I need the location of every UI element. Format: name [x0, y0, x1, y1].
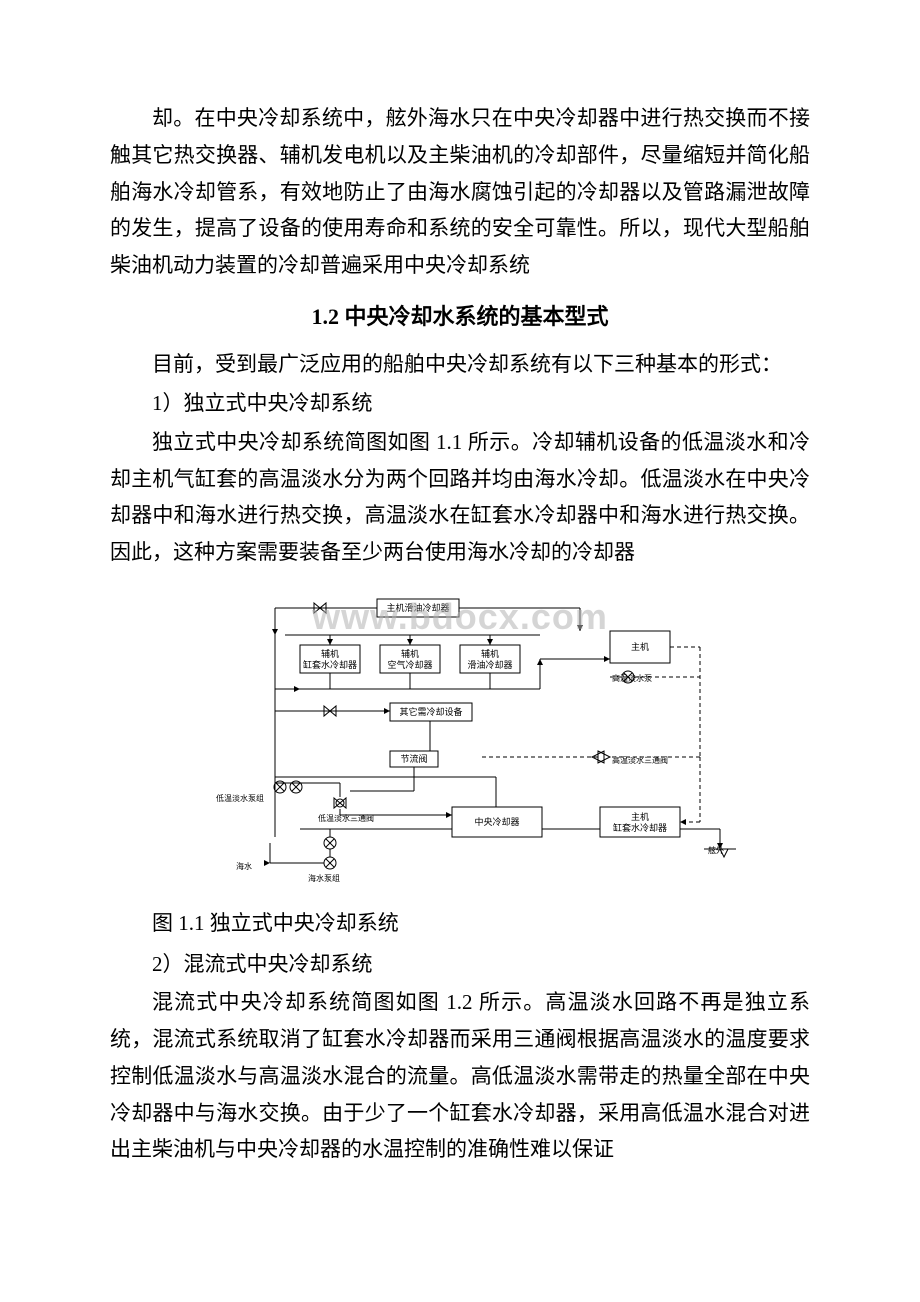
- svg-text:舷外: 舷外: [708, 845, 724, 855]
- paragraph-independent: 独立式中央冷却系统简图如图 1.1 所示。冷却辅机设备的低温淡水和冷却主机气缸套…: [110, 424, 810, 571]
- figure-caption-1-1: 图 1.1 独立式中央冷却系统: [110, 905, 810, 942]
- svg-text:辅机: 辅机: [321, 648, 339, 659]
- figure-1-1: www.bdocx.com 主机滑油冷却器辅机缸套水冷却器辅机空气冷却器辅机滑油…: [180, 591, 740, 891]
- diagram-independent-cooling: 主机滑油冷却器辅机缸套水冷却器辅机空气冷却器辅机滑油冷却器主机其它需冷却设备节流…: [180, 591, 740, 891]
- svg-text:主机: 主机: [631, 641, 649, 652]
- svg-text:中央冷却器: 中央冷却器: [474, 816, 519, 827]
- svg-text:主机滑油冷却器: 主机滑油冷却器: [386, 602, 449, 613]
- svg-text:主机: 主机: [631, 811, 649, 822]
- svg-text:辅机: 辅机: [401, 648, 419, 659]
- svg-text:其它需冷却设备: 其它需冷却设备: [399, 706, 462, 717]
- svg-text:滑油冷却器: 滑油冷却器: [467, 659, 512, 670]
- svg-text:海水: 海水: [236, 861, 252, 871]
- svg-text:缸套水冷却器: 缸套水冷却器: [613, 822, 667, 833]
- svg-text:低温淡水三通阀: 低温淡水三通阀: [318, 813, 374, 823]
- svg-text:低温淡水泵组: 低温淡水泵组: [216, 793, 264, 803]
- list-item-1: 1）独立式中央冷却系统: [110, 385, 810, 422]
- list-item-2: 2）混流式中央冷却系统: [110, 946, 810, 983]
- svg-text:海水泵组: 海水泵组: [308, 873, 340, 883]
- paragraph-forms-intro: 目前，受到最广泛应用的船舶中央冷却系统有以下三种基本的形式：: [110, 346, 810, 383]
- paragraph-intro: 却。在中央冷却系统中，舷外海水只在中央冷却器中进行热交换而不接触其它热交换器、辅…: [110, 100, 810, 284]
- svg-text:高温淡水三通阀: 高温淡水三通阀: [612, 755, 668, 765]
- svg-text:辅机: 辅机: [481, 648, 499, 659]
- svg-text:节流阀: 节流阀: [400, 753, 427, 764]
- svg-text:空气冷却器: 空气冷却器: [387, 659, 432, 670]
- svg-text:高温淡水泵: 高温淡水泵: [612, 673, 652, 683]
- paragraph-mixed-flow: 混流式中央冷却系统简图如图 1.2 所示。高温淡水回路不再是独立系统，混流式系统…: [110, 984, 810, 1168]
- svg-text:缸套水冷却器: 缸套水冷却器: [303, 659, 357, 670]
- section-heading-1-2: 1.2 中央冷却水系统的基本型式: [110, 298, 810, 337]
